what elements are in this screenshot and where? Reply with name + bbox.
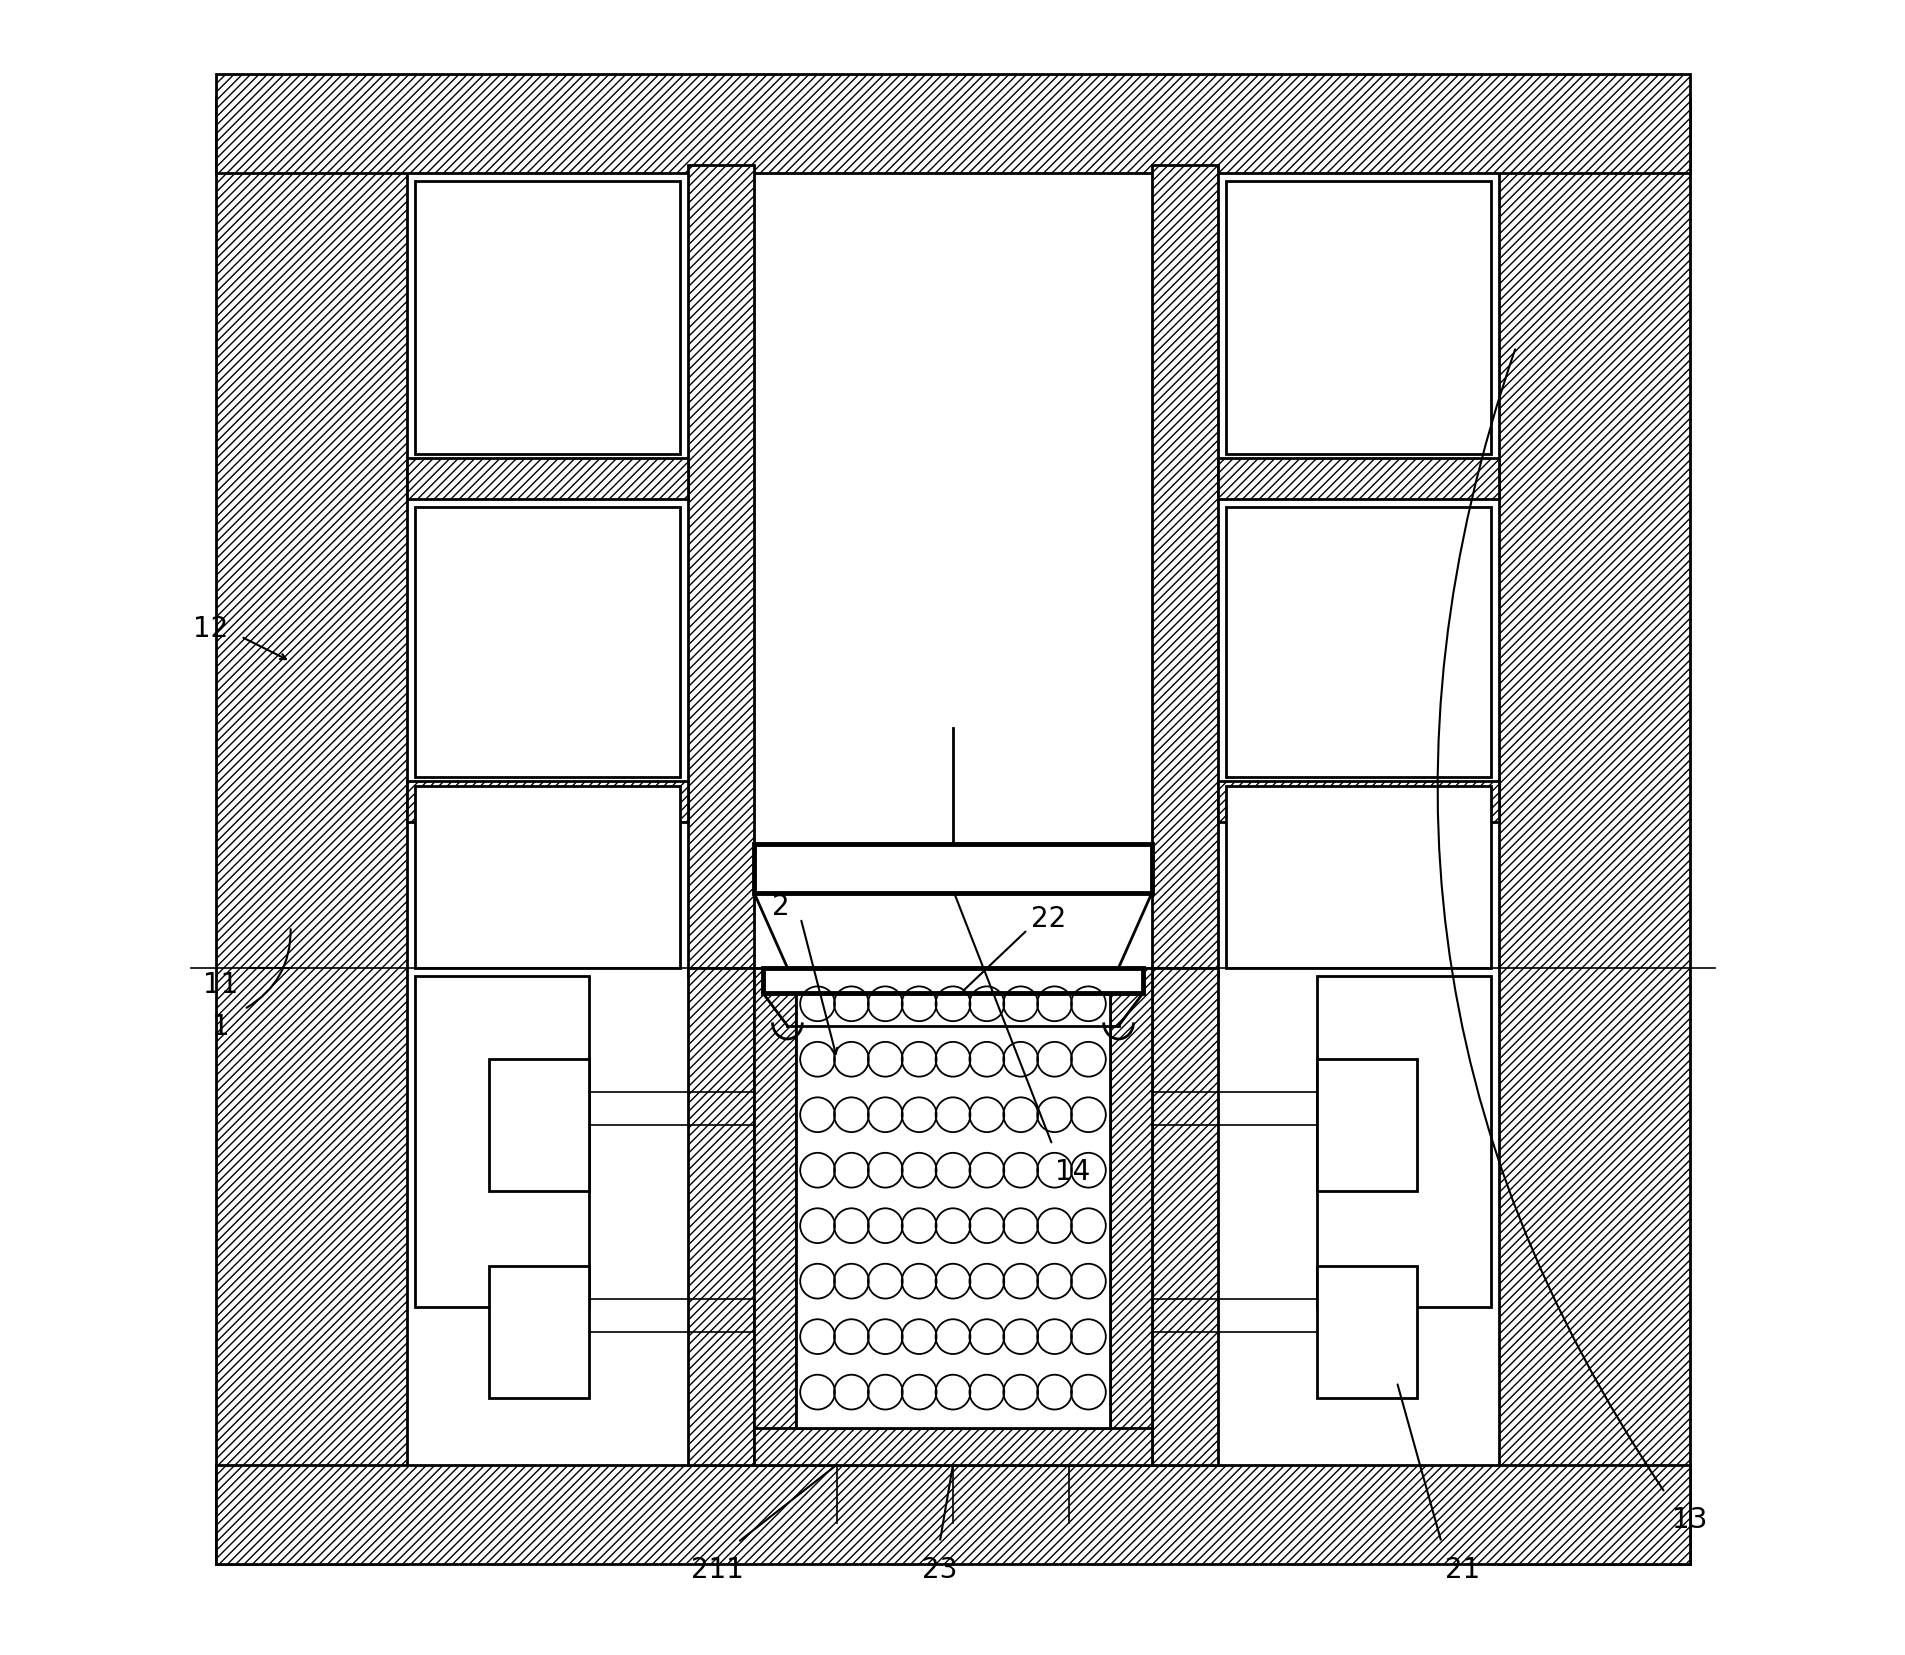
Bar: [1316, 976, 1490, 1307]
Bar: [688, 968, 754, 1465]
Text: 1: 1: [211, 1013, 231, 1039]
Bar: [415, 508, 680, 778]
Bar: [1225, 786, 1490, 968]
Bar: [490, 1266, 589, 1398]
Bar: [1217, 458, 1499, 500]
Bar: [762, 968, 1143, 993]
Bar: [1225, 508, 1490, 778]
Text: 211: 211: [692, 1556, 743, 1582]
Bar: [1225, 182, 1490, 455]
Bar: [1151, 166, 1217, 976]
Text: 23: 23: [922, 1556, 956, 1582]
Text: 12: 12: [194, 616, 229, 642]
Bar: [1151, 968, 1217, 1465]
Bar: [1111, 968, 1151, 1465]
Bar: [1217, 781, 1499, 823]
Text: 11: 11: [204, 971, 238, 998]
Bar: [1316, 1266, 1415, 1398]
Bar: [1316, 1059, 1415, 1192]
Text: 13: 13: [1671, 1506, 1707, 1533]
Bar: [754, 968, 794, 1465]
Bar: [406, 781, 688, 823]
Text: 22: 22: [1031, 905, 1067, 932]
Bar: [1499, 99, 1690, 1564]
Bar: [688, 166, 754, 976]
Bar: [754, 1428, 1151, 1465]
Bar: [215, 74, 1690, 174]
Bar: [415, 786, 680, 968]
Bar: [794, 968, 1111, 1428]
Text: 14: 14: [1053, 1158, 1090, 1185]
Bar: [415, 976, 589, 1307]
Text: 21: 21: [1444, 1556, 1480, 1582]
Bar: [406, 458, 688, 500]
Bar: [490, 1059, 589, 1192]
Bar: [215, 99, 406, 1564]
Bar: [754, 844, 1151, 894]
Bar: [415, 182, 680, 455]
Bar: [215, 1465, 1690, 1564]
Text: 2: 2: [772, 894, 789, 920]
